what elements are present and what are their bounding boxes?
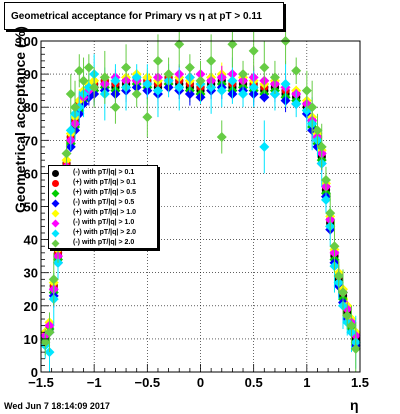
data-point [65,88,76,99]
data-point [259,141,270,152]
data-point [320,175,331,186]
data-point [78,75,89,86]
x-tick-label: 1 [303,375,310,390]
legend-label: (-) with pT/|q| > 1.0 [73,219,135,226]
data-point [259,62,270,73]
y-tick-label: 80 [24,100,38,115]
y-tick-label: 20 [24,299,38,314]
data-point [329,241,340,252]
data-point [325,208,336,219]
x-tick-label: 0.5 [245,375,263,390]
data-point [342,310,353,321]
data-point [291,65,302,76]
data-point [184,62,195,73]
data-point [152,55,163,66]
data-point [131,88,142,99]
y-tick-label: 0 [31,365,38,380]
legend-label: (-) with pT/|q| > 0.5 [73,199,135,206]
circle-marker-icon [52,180,59,187]
data-point [89,82,100,93]
data-point [307,102,318,113]
legend-label: (+) with pT/|q| > 2.0 [73,229,137,236]
data-point [110,102,121,113]
plot-title-box: Geometrical acceptance for Primary vs η … [4,2,284,30]
data-point [70,102,81,113]
data-point [121,62,132,73]
data-point [350,343,361,354]
data-point [316,141,327,152]
data-point [301,85,312,96]
x-tick-label: −1 [87,375,102,390]
plot-title: Geometrical acceptance for Primary vs η … [11,11,262,22]
data-point [61,148,72,159]
y-tick-label: 50 [24,200,38,215]
circle-marker-icon [52,170,59,177]
data-point [131,72,142,83]
legend-label: (+) with pT/|q| > 0.5 [73,189,137,196]
y-tick-label: 10 [24,332,38,347]
y-tick-label: 60 [24,166,38,181]
legend-label: (+) with pT/|q| > 0.1 [73,179,137,186]
data-point [44,327,55,338]
data-point [142,79,153,90]
y-tick-label: 30 [24,266,38,281]
diamond-marker-icon [51,209,60,218]
data-point [174,82,185,93]
legend: (-) with pT/|q| > 0.1 (+) with pT/|q| > 0… [48,165,158,249]
data-point [238,69,249,80]
data-point [216,131,227,142]
data-point [312,125,323,136]
data-point [174,39,185,50]
data-point [333,271,344,282]
data-point [142,112,153,123]
diamond-marker-icon [51,229,60,238]
data-point [99,72,110,83]
data-point [259,92,270,103]
data-point [83,62,94,73]
data-point [110,75,121,86]
data-point [195,75,206,86]
y-axis-label: Geometrical acceptance (%) [12,26,28,213]
data-point [184,88,195,99]
data-point [216,85,227,96]
data-point [227,39,238,50]
data-point [65,125,76,136]
data-point [48,274,59,285]
diamond-marker-icon [51,219,60,228]
data-point [291,98,302,109]
y-tick-label: 40 [24,233,38,248]
data-point [280,79,291,90]
data-point [346,320,357,331]
data-point [337,287,348,298]
y-tick-label: 90 [24,67,38,82]
axis-ticks: −1.5 −1 −0.5 0 0.5 1 1.5 0 10 20 30 40 50 60 70 80 90 100 [16,34,369,390]
x-tick-label: 1.5 [351,375,369,390]
timestamp: Wed Jun 7 18:14:09 2017 [4,401,110,411]
data-point [83,82,94,93]
data-point [206,55,217,66]
legend-label: (-) with pT/|q| > 0.1 [73,169,135,176]
legend-label: (+) with pT/|q| > 1.0 [73,209,137,216]
y-tick-label: 100 [16,34,38,49]
legend-label: (-) with pT/|q| > 2.0 [73,239,135,246]
x-tick-label: 0 [197,375,204,390]
data-point [152,85,163,96]
data-point [227,75,238,86]
diamond-marker-icon [51,239,60,248]
diamond-marker-icon [51,199,60,208]
data-point [40,337,51,348]
x-axis-label: η [350,397,359,413]
data-point [238,88,249,99]
diamond-marker-icon [51,189,60,198]
x-tick-label: −1.5 [28,375,54,390]
data-point [269,72,280,83]
data-point [248,45,259,56]
data-point [74,65,85,76]
y-tick-label: 70 [24,133,38,148]
data-point [320,194,331,205]
data-point [248,82,259,93]
data-point [163,69,174,80]
x-tick-label: −0.5 [134,375,160,390]
